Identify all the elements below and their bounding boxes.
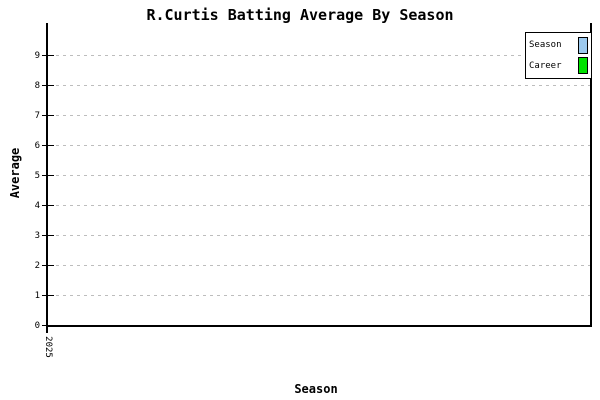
legend-box: Season Career xyxy=(525,32,592,79)
gridline-4 xyxy=(49,205,590,206)
y-tick-label-5: 5 xyxy=(34,171,40,181)
gridline-1 xyxy=(49,295,590,296)
x-axis-label: Season xyxy=(294,382,338,396)
y-tick-mark-9 xyxy=(42,55,54,56)
y-tick-label-4: 4 xyxy=(34,201,40,211)
chart-title: R.Curtis Batting Average By Season xyxy=(146,6,454,24)
y-tick-mark-0 xyxy=(42,325,54,326)
y-tick-label-8: 8 xyxy=(34,81,40,91)
gridline-2 xyxy=(49,265,590,266)
x-tick-label: 2025 xyxy=(43,336,53,358)
legend-swatch-season xyxy=(578,36,588,54)
y-tick-mark-8 xyxy=(42,85,54,86)
gridline-8 xyxy=(49,85,590,86)
y-tick-label-0: 0 xyxy=(34,321,40,331)
legend-swatch-career xyxy=(578,57,588,75)
x-tick-mark xyxy=(46,327,48,333)
y-tick-label-6: 6 xyxy=(34,141,40,151)
gridline-6 xyxy=(49,145,590,146)
y-tick-mark-2 xyxy=(42,265,54,266)
y-axis-label: Average xyxy=(8,147,22,199)
y-tick-mark-1 xyxy=(42,295,54,296)
plot-right-border xyxy=(590,23,592,327)
gridline-5 xyxy=(49,175,590,176)
gridline-3 xyxy=(49,235,590,236)
legend-label-season: Season xyxy=(529,40,562,51)
x-axis-line xyxy=(46,325,592,327)
y-tick-mark-3 xyxy=(42,235,54,236)
legend-label-career: Career xyxy=(529,60,562,71)
y-tick-mark-4 xyxy=(42,205,54,206)
y-tick-label-9: 9 xyxy=(34,51,40,61)
y-tick-label-2: 2 xyxy=(34,261,40,271)
y-tick-mark-6 xyxy=(42,145,54,146)
gridline-7 xyxy=(49,115,590,116)
y-tick-mark-5 xyxy=(42,175,54,176)
gridline-9 xyxy=(49,55,590,56)
legend-row-career: Career xyxy=(529,56,588,75)
legend-row-season: Season xyxy=(529,36,588,55)
y-tick-label-3: 3 xyxy=(34,231,40,241)
y-tick-mark-7 xyxy=(42,115,54,116)
y-tick-label-7: 7 xyxy=(34,111,40,121)
y-tick-label-1: 1 xyxy=(34,291,40,301)
